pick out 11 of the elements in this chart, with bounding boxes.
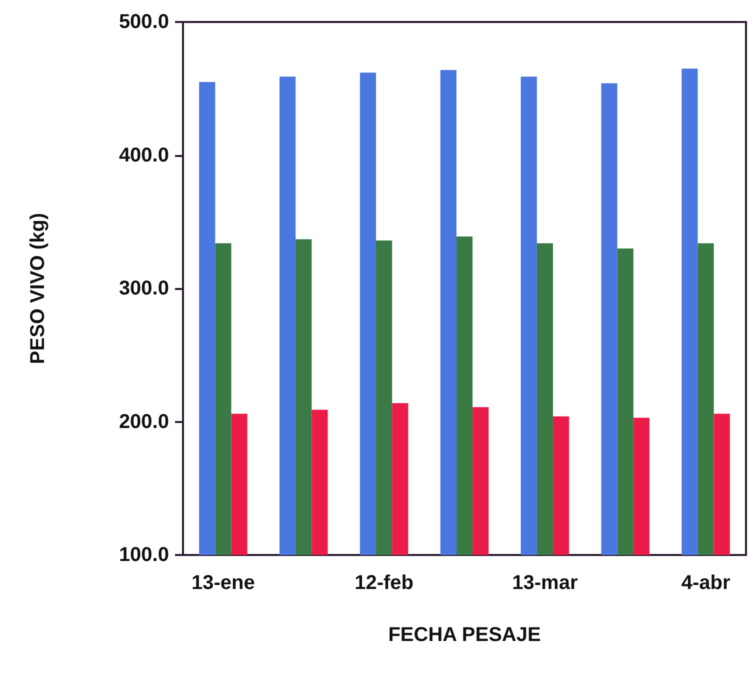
x-tick-label: 12-feb [354,572,414,594]
y-axis-title: PESO VIVO (kg) [27,212,49,364]
x-tick-label: 4-abr [681,572,730,594]
y-tick-label: 100.0 [118,544,169,566]
y-tick-label: 400.0 [118,144,169,166]
x-tick-label: 13-ene [192,572,255,594]
x-tick-label: 13-mar [512,572,578,594]
y-tick-label: 300.0 [118,278,169,300]
x-axis-title: FECHA PESAJE [388,624,541,646]
y-tick-label: 500.0 [118,11,169,33]
y-tick-label: 200.0 [118,410,169,433]
